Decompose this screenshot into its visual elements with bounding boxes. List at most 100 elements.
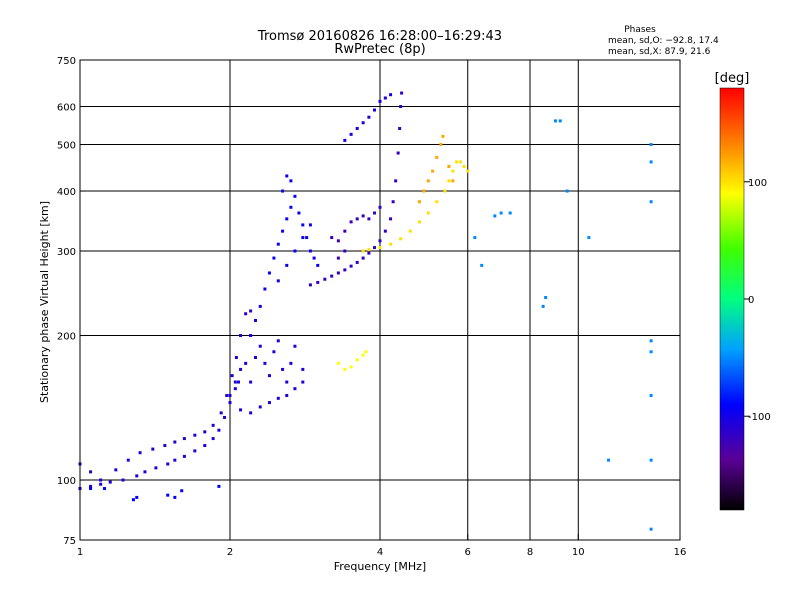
series-x-mode-upper-branch <box>417 134 455 204</box>
data-point <box>373 108 377 112</box>
series-high-altitude-echo <box>343 93 393 142</box>
data-point <box>308 249 312 253</box>
series-f2-x-mode-trace <box>361 160 470 253</box>
data-point <box>163 444 167 448</box>
data-point <box>383 229 387 233</box>
data-point <box>649 143 653 147</box>
data-point <box>301 380 305 384</box>
data-point <box>258 405 262 409</box>
data-point <box>249 334 253 338</box>
data-point <box>343 138 347 142</box>
data-point <box>447 164 451 168</box>
data-point <box>649 458 653 462</box>
data-point <box>276 339 280 343</box>
series-f2-blob-3-3-3-mhz <box>330 205 382 260</box>
chart-subtitle: RwPretec (8p) <box>334 42 425 57</box>
data-point <box>233 387 237 391</box>
data-point <box>151 447 155 451</box>
data-point <box>408 229 412 233</box>
data-point <box>316 263 320 267</box>
data-point <box>355 260 359 264</box>
data-point <box>135 495 139 499</box>
data-point <box>343 229 347 233</box>
data-point <box>541 304 545 308</box>
data-point <box>367 115 371 119</box>
data-point <box>89 484 93 488</box>
data-point <box>182 437 186 441</box>
data-point <box>276 279 280 283</box>
data-point <box>228 401 232 405</box>
data-point <box>316 280 320 284</box>
data-point <box>649 350 653 354</box>
x-tick-label: 6 <box>465 547 471 558</box>
data-point <box>263 361 267 365</box>
y-tick-label: 750 <box>57 56 76 67</box>
data-point <box>391 200 395 204</box>
colorbar-ticks: 100 0 -100 <box>744 178 771 423</box>
data-point <box>361 353 365 357</box>
data-point <box>473 236 477 240</box>
y-tick-label: 300 <box>57 247 76 258</box>
data-point <box>272 256 276 260</box>
data-point <box>244 361 248 365</box>
data-point <box>361 214 365 218</box>
data-point <box>234 355 238 359</box>
data-point <box>367 248 371 252</box>
x-tick-label: 1 <box>77 547 83 558</box>
y-tick-label: 200 <box>57 332 76 343</box>
data-point <box>297 211 301 215</box>
x-tick-label: 8 <box>527 547 533 558</box>
data-point <box>249 309 253 313</box>
data-point <box>378 239 382 243</box>
data-point <box>285 380 289 384</box>
data-point <box>435 155 439 159</box>
y-tick-label: 500 <box>57 141 76 152</box>
data-point <box>301 223 305 227</box>
data-point <box>166 493 170 497</box>
series-es-spread-cluster <box>228 339 305 415</box>
data-point <box>239 367 243 371</box>
data-point <box>330 274 334 278</box>
data-point <box>399 237 403 241</box>
data-point <box>228 394 232 398</box>
data-point <box>455 160 459 164</box>
data-point <box>361 121 365 125</box>
data-point <box>451 179 455 183</box>
data-point <box>373 211 377 215</box>
data-point <box>233 380 237 384</box>
data-point <box>649 339 653 343</box>
data-point <box>272 350 276 354</box>
data-point <box>239 334 243 338</box>
data-point <box>458 160 462 164</box>
x-tick-label: 10 <box>572 547 585 558</box>
data-point <box>193 433 197 437</box>
data-point <box>435 200 439 204</box>
y-tick-label: 100 <box>57 476 76 487</box>
series-scattered-echoes <box>473 119 653 531</box>
data-point <box>301 367 305 371</box>
data-point <box>293 344 297 348</box>
data-point <box>336 361 340 365</box>
data-point <box>558 119 562 123</box>
data-point <box>373 246 377 250</box>
data-point <box>249 411 253 415</box>
data-point <box>217 484 221 488</box>
data-point <box>480 263 484 267</box>
data-point <box>193 449 197 453</box>
data-point <box>166 462 170 466</box>
data-point <box>398 126 402 130</box>
series-f2-o-mode-trace <box>308 91 404 287</box>
data-point <box>223 415 227 419</box>
data-point <box>389 217 393 221</box>
data-point <box>293 194 297 198</box>
data-point <box>349 132 353 136</box>
data-point <box>230 374 234 378</box>
data-point <box>607 458 611 462</box>
data-point <box>114 468 118 472</box>
data-point <box>305 236 309 240</box>
data-point <box>587 236 591 240</box>
data-point <box>649 160 653 164</box>
data-point <box>211 437 215 441</box>
data-point <box>439 143 443 147</box>
data-point <box>312 256 316 260</box>
